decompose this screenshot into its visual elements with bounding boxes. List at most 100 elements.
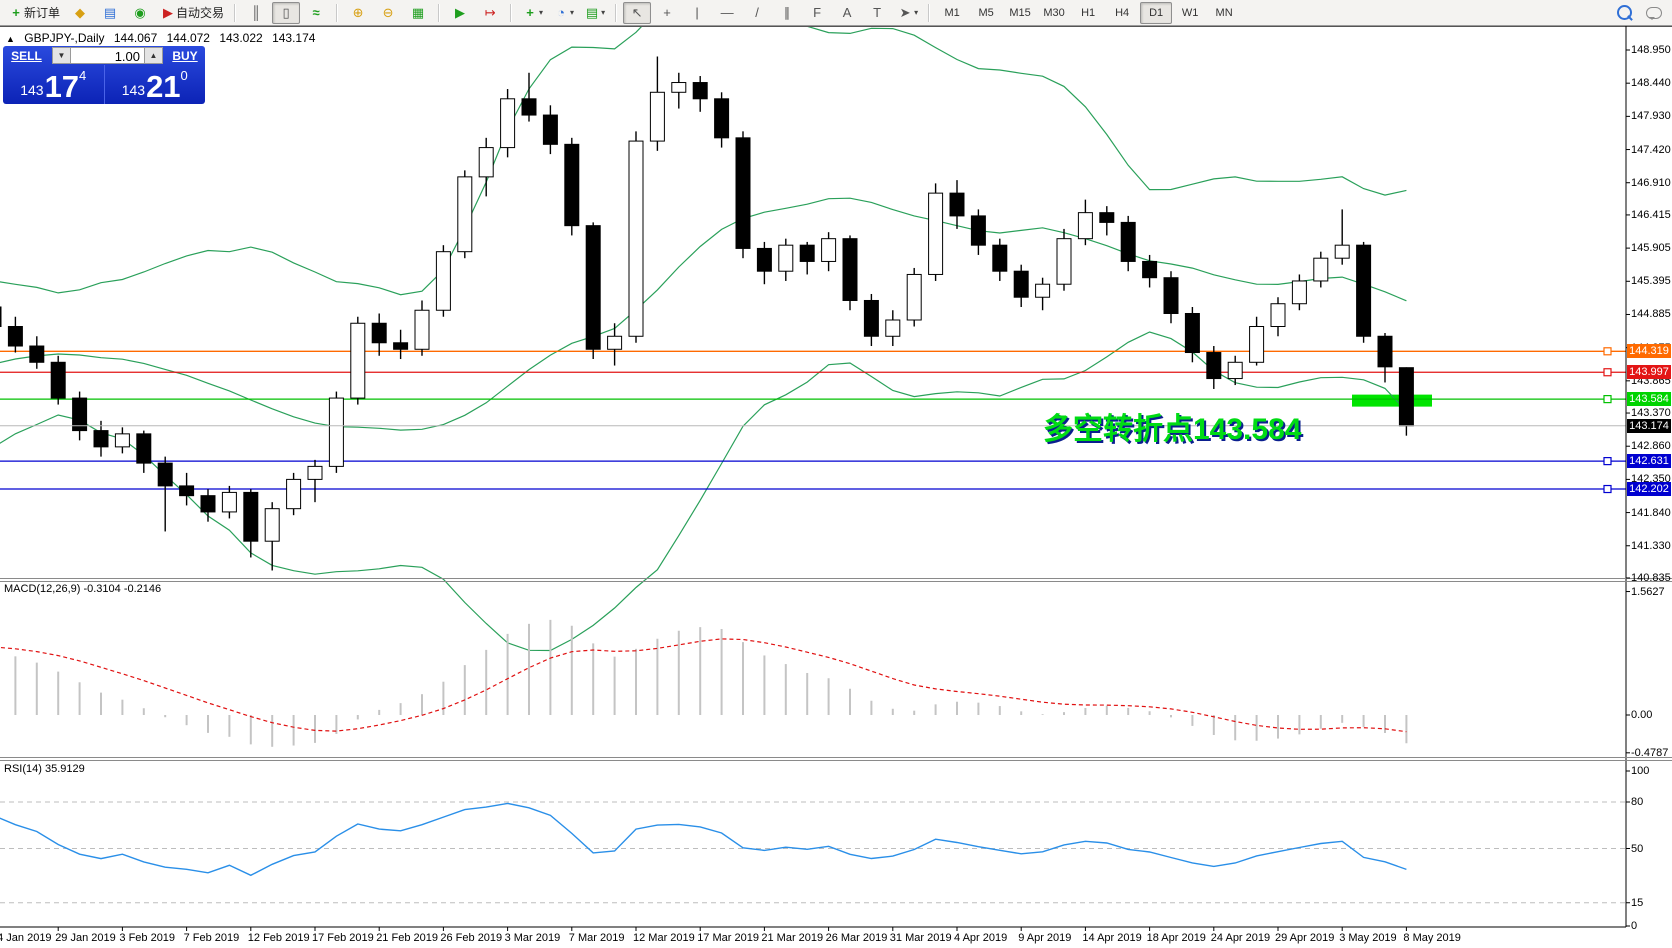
autotrading-button[interactable]: ▶ 自动交易 [156,2,228,24]
chat-icon [1646,6,1662,20]
autotrading-icon: ▶ [163,4,174,20]
fibonacci-icon: F [813,4,822,20]
candle-body [29,345,45,363]
horizontal-line-tool-button[interactable]: — [713,2,741,24]
text-label-tool-button[interactable]: T [863,2,891,24]
template-icon: ▤ [585,4,599,20]
line-chart-icon: ≈ [312,4,320,20]
price-line-handle[interactable] [1603,395,1612,404]
candle-body [585,225,601,350]
chart-shift-icon: ↦ [484,4,496,20]
candle-body [1334,244,1350,259]
timeframe-w1[interactable]: W1 [1181,6,1199,19]
close-value: 143.174 [272,31,316,45]
candle-body [1035,283,1051,298]
zoom-in-button[interactable]: ⊕ [344,2,372,24]
sell-price[interactable]: 143 17 4 [3,65,105,104]
trendline-tool-button[interactable]: / [743,2,771,24]
timeframe-m1[interactable]: M1 [944,6,960,19]
indicators-icon: + [526,4,534,20]
candle-chart-button[interactable]: ▯ [272,1,301,24]
candle-body [435,251,451,311]
chart-shift-button[interactable]: ↦ [476,2,504,24]
tile-windows-button[interactable]: ▦ [404,2,432,24]
high-value: 144.072 [166,31,210,45]
buy-button[interactable]: BUY [165,46,205,65]
candle-body [692,82,708,100]
candle-body [1270,303,1286,328]
timeframe-m30[interactable]: M30 [1043,6,1065,19]
arrows-icon: ➤ [899,4,911,20]
sell-big-figure: 143 [20,82,44,98]
signals-button[interactable]: ◉ [126,2,154,24]
volume-stepper: ▼ 1.00 ▲ [52,47,163,64]
templates-button[interactable]: ▤ ▾ [580,2,609,24]
timeframe-m15[interactable]: M15 [1009,6,1031,19]
sell-button[interactable]: SELL [3,46,50,65]
volume-input[interactable]: 1.00 [71,47,144,64]
candle-body [1013,270,1029,298]
buy-price[interactable]: 143 21 0 [105,65,206,104]
candle-body [371,322,387,344]
candle-body [286,478,302,510]
one-click-trading-panel: SELL ▼ 1.00 ▲ BUY 143 17 4 143 21 0 [3,46,205,104]
arrows-dropdown-icon: ▾ [914,8,919,17]
bar-chart-button[interactable]: ║ [242,2,270,24]
candle-body [778,244,794,272]
vertical-line-icon: | [695,4,699,20]
marker-button[interactable]: ◆ [66,2,94,24]
timeframe-h4[interactable]: H4 [1115,6,1130,19]
new-order-button[interactable]: + 新订单 [4,2,64,24]
buy-price-digits: 21 [146,69,181,104]
timeframe-d1[interactable]: D1 [1140,1,1173,24]
volume-down-button[interactable]: ▼ [52,47,71,64]
fibonacci-tool-button[interactable]: F [803,2,831,24]
periods-button[interactable]: ◔ ▾ [549,2,578,24]
auto-scroll-icon: ▶ [455,4,466,20]
volume-up-button[interactable]: ▲ [144,47,163,64]
candle-body [500,98,516,149]
auto-scroll-button[interactable]: ▶ [446,2,474,24]
text-icon: A [842,4,852,20]
zoom-out-button[interactable]: ⊖ [374,2,402,24]
collapse-panel-icon[interactable]: ▲ [6,34,15,44]
timeframe-mn[interactable]: MN [1215,6,1233,19]
candlestick-chart-icon: ▯ [282,4,290,20]
periods-dropdown-icon: ▾ [570,8,575,17]
channel-tool-button[interactable]: ∥ [773,2,801,24]
vertical-line-tool-button[interactable]: | [683,2,711,24]
timeframe-h1[interactable]: H1 [1081,6,1096,19]
line-chart-button[interactable]: ≈ [302,2,330,24]
candle-body [1120,221,1136,262]
candle-body [457,176,473,253]
crosshair-tool-button[interactable]: + [653,2,681,24]
candle-body [649,91,665,142]
timeframe-m5[interactable]: M5 [978,6,994,19]
price-line-handle[interactable] [1603,347,1612,356]
candle-body [1056,238,1072,285]
price-line-handle[interactable] [1603,484,1612,494]
candle-body [136,433,152,464]
arrows-tool-button[interactable]: ➤ ▾ [893,2,922,24]
candle-body [1099,212,1115,223]
crosshair-icon: + [663,4,671,20]
price-line-handle[interactable] [1603,457,1612,466]
marker-icon: ◆ [75,4,86,20]
signal-icon: ◉ [134,4,146,20]
chart-canvas[interactable] [0,26,1672,948]
candle-body [1206,352,1222,380]
price-line-handle[interactable] [1603,368,1612,377]
candle-body [1142,260,1158,279]
candle-body [179,485,195,497]
cursor-tool-button[interactable]: ↖ [623,1,652,24]
candle-body [799,244,815,262]
profiles-button[interactable]: ▤ [96,2,124,24]
text-tool-button[interactable]: A [833,2,861,24]
templates-dropdown-icon: ▾ [601,8,606,17]
toolbar: + 新订单 ◆ ▤ ◉ ▶ 自动交易 ║ ▯ ≈ ⊕ ⊖ ▦ ▶ ↦ + ▾ ◔ ▾… [0,0,1672,26]
search-button[interactable] [1610,2,1638,24]
macd-signal-line [0,638,1407,733]
sell-price-digits: 17 [44,69,80,104]
chat-button[interactable] [1640,2,1668,24]
indicators-button[interactable]: + ▾ [518,2,547,24]
